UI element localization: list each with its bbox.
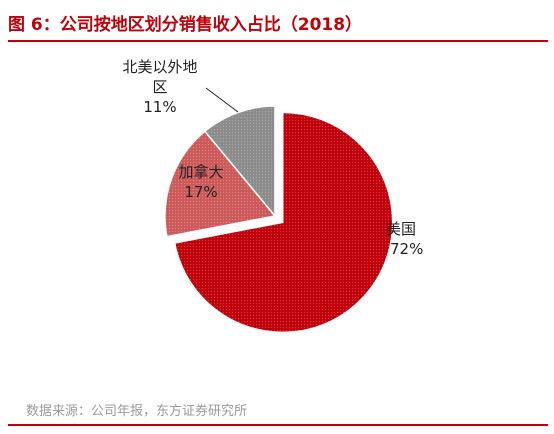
pie-slice-texture: [174, 112, 393, 333]
pie-chart: 美国 72% 加拿大 17% 北美以外地区 11%: [122, 58, 423, 334]
chart-title: 图 6：公司按地区划分销售收入占比（2018）: [8, 15, 363, 35]
leader-line: [205, 87, 239, 113]
slice-value-label: 11%: [143, 98, 176, 116]
slice-value-label: 17%: [184, 183, 217, 201]
slice-value-label: 72%: [390, 240, 423, 258]
slice-label: 北美以外地区: [122, 58, 197, 96]
slice-label: 美国: [386, 220, 416, 238]
source-note: 数据来源：公司年报，东方证券研究所: [26, 404, 248, 419]
title-rule: [8, 40, 548, 42]
footer-rule: [8, 424, 548, 426]
slice-label: 加拿大: [178, 163, 223, 181]
pie-slice-texture: [204, 106, 275, 216]
pie-slice-texture: [165, 131, 275, 237]
